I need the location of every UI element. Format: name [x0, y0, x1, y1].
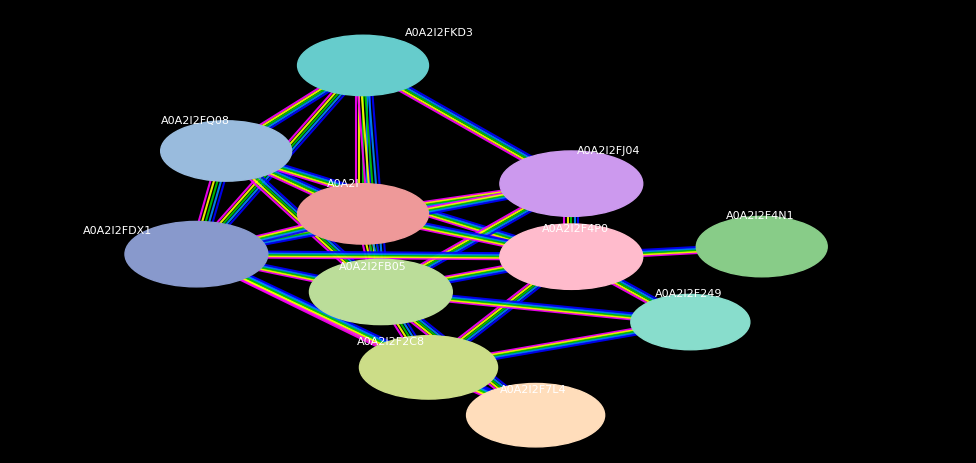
- Ellipse shape: [696, 216, 828, 277]
- Ellipse shape: [298, 184, 428, 244]
- Text: A0A2I2FDX1: A0A2I2FDX1: [83, 226, 152, 237]
- Ellipse shape: [630, 294, 750, 350]
- Ellipse shape: [500, 151, 643, 216]
- Ellipse shape: [161, 121, 292, 181]
- Text: A0A2I2F2C8: A0A2I2F2C8: [357, 337, 426, 347]
- Ellipse shape: [359, 336, 498, 399]
- Text: A0A2I2F4P0: A0A2I2F4P0: [542, 224, 609, 234]
- Text: A0A2I2FJ04: A0A2I2FJ04: [577, 146, 641, 156]
- Ellipse shape: [467, 383, 605, 447]
- Ellipse shape: [500, 224, 643, 289]
- Text: A0A2I2FKD3: A0A2I2FKD3: [405, 28, 473, 38]
- Ellipse shape: [309, 259, 452, 325]
- Text: A0A2I2F249: A0A2I2F249: [655, 289, 722, 300]
- Text: A0A2I2FQ08: A0A2I2FQ08: [161, 116, 229, 126]
- Text: A0A2I2FB05: A0A2I2FB05: [340, 262, 407, 272]
- Text: A0A2I: A0A2I: [327, 179, 360, 189]
- Text: A0A2I2F7L4: A0A2I2F7L4: [500, 385, 566, 395]
- Text: A0A2I2F4N1: A0A2I2F4N1: [726, 212, 794, 221]
- Ellipse shape: [298, 35, 428, 96]
- Ellipse shape: [125, 221, 267, 287]
